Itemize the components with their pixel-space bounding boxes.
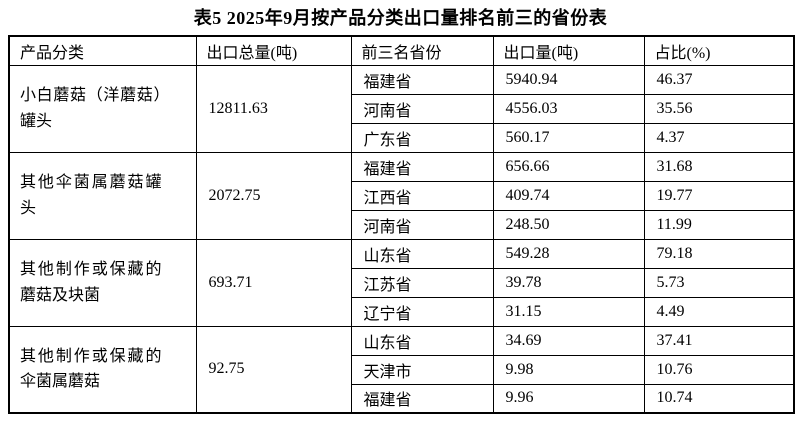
col-header-total-export: 出口总量(吨)	[195, 35, 352, 66]
col-header-product-category: 产品分类	[8, 35, 197, 66]
col-header-export-volume: 出口量(吨)	[492, 35, 645, 66]
share-cell: 46.37	[643, 64, 795, 95]
table-title: 表5 2025年9月按产品分类出口量排名前三的省份表	[193, 8, 608, 28]
product-total-cell: 92.75	[195, 325, 352, 414]
share-cell: 35.56	[643, 93, 795, 124]
share-cell: 5.73	[643, 267, 795, 298]
share-cell: 37.41	[643, 325, 795, 356]
share-cell: 31.68	[643, 151, 795, 182]
product-total-cell: 12811.63	[195, 64, 352, 153]
volume-cell: 39.78	[492, 267, 645, 298]
share-cell: 10.74	[643, 383, 795, 414]
volume-cell: 656.66	[492, 151, 645, 182]
table-row: 福建省 9.96 10.74	[9, 383, 795, 414]
share-cell: 10.76	[643, 354, 795, 385]
volume-cell: 9.98	[492, 354, 645, 385]
volume-cell: 9.96	[492, 383, 645, 414]
province-cell: 辽宁省	[350, 296, 494, 327]
volume-cell: 248.50	[492, 209, 645, 240]
province-cell: 福建省	[350, 383, 494, 414]
province-cell: 江苏省	[350, 267, 494, 298]
province-cell: 山东省	[350, 238, 494, 269]
product-name-cell: 小白蘑菇（洋蘑菇）罐头	[8, 64, 197, 153]
province-cell: 天津市	[350, 354, 494, 385]
table-row: 江西省 409.74 19.77	[9, 180, 795, 211]
header-row: 产品分类 出口总量(吨) 前三名省份 出口量(吨) 占比(%)	[8, 35, 795, 66]
product-total-cell: 2072.75	[195, 151, 352, 240]
share-cell: 19.77	[643, 180, 795, 211]
volume-cell: 31.15	[492, 296, 645, 327]
table-row: 天津市 9.98 10.76	[9, 354, 795, 385]
product-total-cell: 693.71	[195, 238, 352, 327]
volume-cell: 5940.94	[492, 64, 645, 95]
table-row: 辽宁省 31.15 4.49	[9, 296, 795, 327]
product-name-cell: 其他伞菌属蘑菇罐头	[8, 151, 197, 240]
product-name-cell: 其他制作或保藏的蘑菇及块菌	[8, 238, 197, 327]
province-cell: 山东省	[350, 325, 494, 356]
province-cell: 江西省	[350, 180, 494, 211]
province-cell: 河南省	[350, 209, 494, 240]
table-row: 小白蘑菇（洋蘑菇）罐头 12811.63 福建省 5940.94 46.37	[8, 64, 795, 153]
export-ranking-table: 产品分类 出口总量(吨) 前三名省份 出口量(吨) 占比(%) 小白蘑菇（洋蘑菇…	[8, 35, 795, 414]
table-row: 其他伞菌属蘑菇罐头 2072.75 福建省 656.66 31.68	[8, 151, 795, 240]
col-header-share: 占比(%)	[643, 35, 795, 66]
share-cell: 4.37	[643, 122, 795, 153]
table-row: 河南省 4556.03 35.56	[9, 93, 795, 124]
volume-cell: 34.69	[492, 325, 645, 356]
province-cell: 河南省	[350, 93, 494, 124]
table-row: 河南省 248.50 11.99	[9, 209, 795, 240]
table-row: 广东省 560.17 4.37	[9, 122, 795, 153]
province-cell: 广东省	[350, 122, 494, 153]
province-cell: 福建省	[350, 64, 494, 95]
table-row: 江苏省 39.78 5.73	[9, 267, 795, 298]
volume-cell: 560.17	[492, 122, 645, 153]
province-cell: 福建省	[350, 151, 494, 182]
volume-cell: 409.74	[492, 180, 645, 211]
product-name-cell: 其他制作或保藏的伞菌属蘑菇	[8, 325, 197, 414]
table-row: 其他制作或保藏的伞菌属蘑菇 92.75 山东省 34.69 37.41	[8, 325, 795, 414]
share-cell: 11.99	[643, 209, 795, 240]
volume-cell: 4556.03	[492, 93, 645, 124]
table-row: 其他制作或保藏的蘑菇及块菌 693.71 山东省 549.28 79.18	[8, 238, 795, 327]
volume-cell: 549.28	[492, 238, 645, 269]
share-cell: 4.49	[643, 296, 795, 327]
col-header-top3-provinces: 前三名省份	[350, 35, 494, 66]
share-cell: 79.18	[643, 238, 795, 269]
